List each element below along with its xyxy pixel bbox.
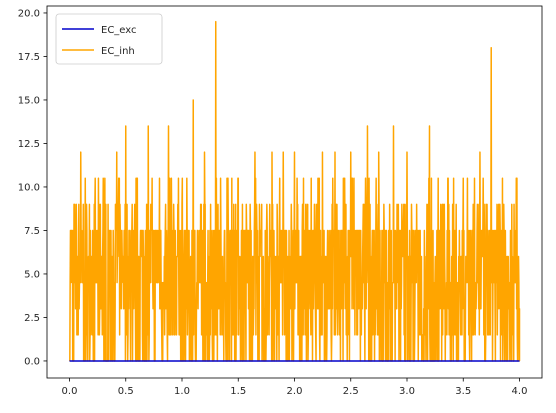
legend-label: EC_exc [101,25,137,36]
x-tick-label: 3.0 [399,386,415,397]
y-tick-label: 15.0 [18,96,40,107]
x-tick-label: 1.5 [230,386,246,397]
plot-area [69,20,521,362]
y-tick-label: 17.5 [18,52,40,63]
legend-box [55,13,163,65]
y-tick-label: 5.0 [24,270,40,281]
y-tick-label: 7.5 [24,226,40,237]
axes: 0.0 0.5 1.0 1.5 2.0 2.5 3.0 3.5 4.0 0.0 2.5 5.0 7.5 1… [18,5,543,397]
y-tick-label: 10.0 [18,183,40,194]
y-tick-label: 12.5 [18,139,40,150]
legend: EC_exc EC_inh [55,13,163,65]
x-tick-label: 2.5 [343,386,359,397]
legend-label: EC_inh [101,46,135,57]
y-tick-label: 2.5 [24,313,40,324]
x-tick-label: 0.0 [62,386,78,397]
y-tick-label: 0.0 [24,357,40,368]
y-tick-label: 20.0 [18,9,40,20]
x-tick-label: 1.0 [174,386,190,397]
x-tick-label: 3.5 [455,386,471,397]
x-tick-label: 4.0 [512,386,528,397]
x-tick-label: 2.0 [287,386,303,397]
x-tick-label: 0.5 [118,386,134,397]
